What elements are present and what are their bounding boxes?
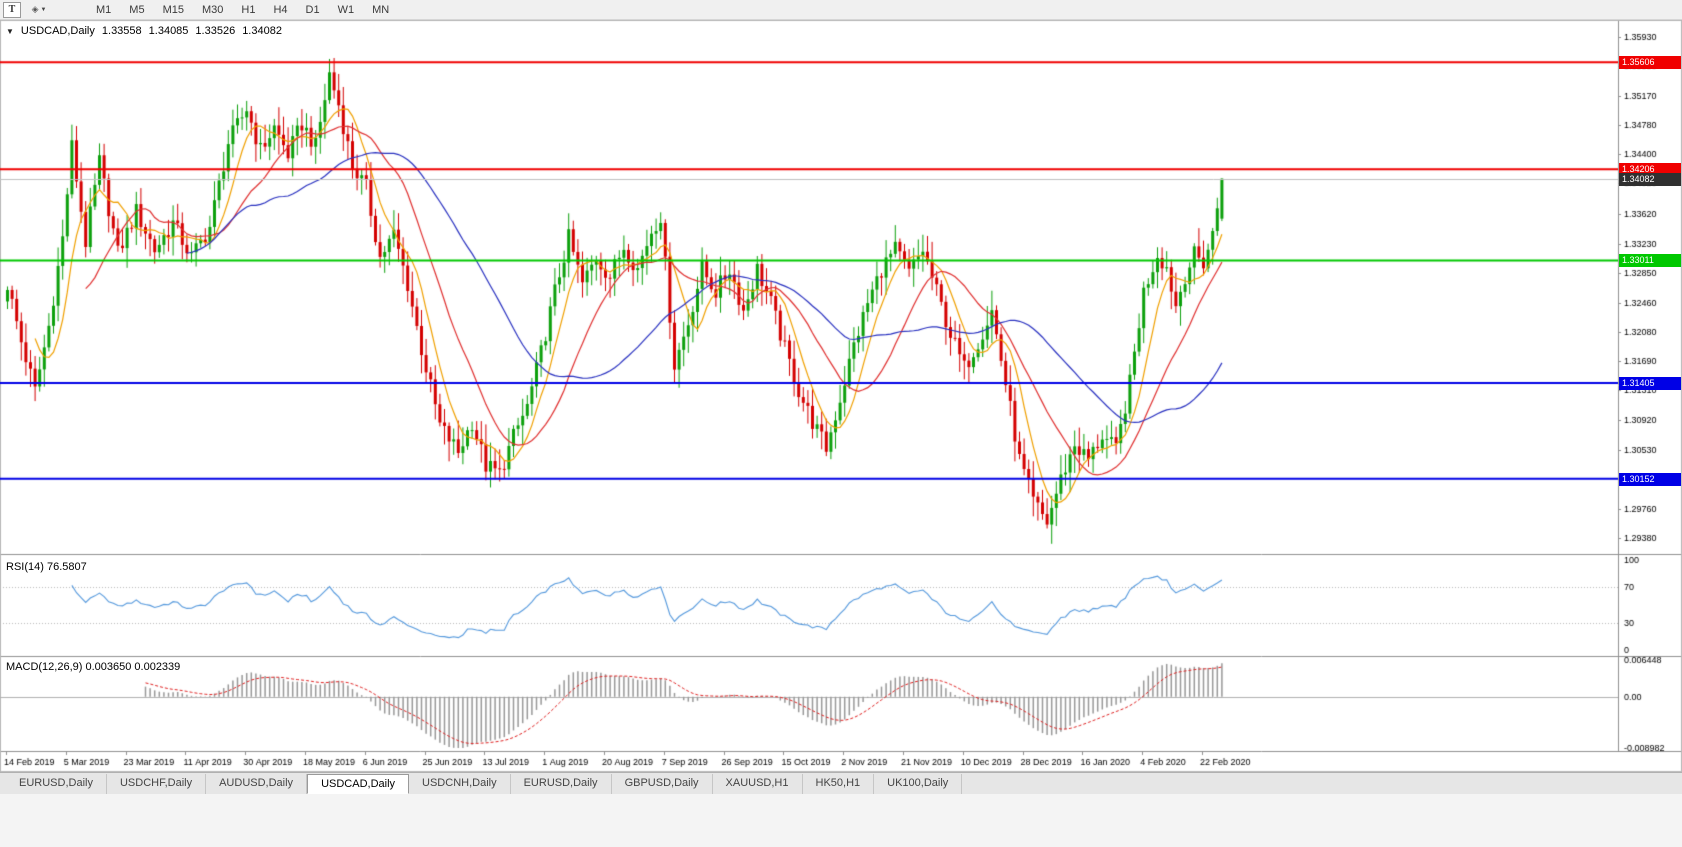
chart-window: ▼ USDCAD,Daily 1.33558 1.34085 1.33526 1… [0, 20, 1682, 772]
text-tool-icon: T [8, 4, 16, 15]
symbol-title: USDCAD,Daily [20, 25, 95, 37]
price-chart-canvas[interactable] [0, 20, 1682, 772]
chart-tab-hk50-h1[interactable]: HK50,H1 [802, 774, 875, 794]
price-level-tag-current-price: 1.34082 [1619, 172, 1681, 186]
drawing-tool-icon: ◈ [31, 4, 39, 14]
chart-tab-gbpusd-daily[interactable]: GBPUSD,Daily [611, 774, 713, 794]
ohlc-high: 1.34085 [148, 25, 189, 37]
timeframe-button-m30[interactable]: M30 [201, 3, 224, 16]
ohlc-low: 1.33526 [195, 25, 236, 37]
timeframe-button-h1[interactable]: H1 [241, 3, 256, 16]
timeframe-button-d1[interactable]: D1 [305, 3, 320, 16]
price-level-tag-131405: 1.31405 [1619, 377, 1681, 391]
chart-tab-eurusd-daily[interactable]: EURUSD,Daily [6, 774, 107, 794]
ohlc-open: 1.33558 [101, 25, 142, 37]
timeframe-button-m5[interactable]: M5 [129, 3, 145, 16]
timeframe-button-h4[interactable]: H4 [273, 3, 288, 16]
top-toolbar: T ◈ ▼ M1 M5 M15 M30 H1 H4 D1 W1 MN [0, 0, 1682, 20]
chart-tab-xauusd-h1[interactable]: XAUUSD,H1 [712, 774, 803, 794]
timeframe-button-m1[interactable]: M1 [96, 3, 112, 16]
caret-down-icon: ▼ [40, 6, 47, 13]
chart-tab-usdchf-daily[interactable]: USDCHF,Daily [106, 774, 207, 794]
collapse-icon[interactable]: ▼ [6, 26, 14, 36]
rsi-indicator-label: RSI(14) 76.5807 [6, 561, 87, 573]
status-bar [0, 794, 1682, 847]
chart-tab-usdcad-daily[interactable]: USDCAD,Daily [307, 774, 410, 794]
ohlc-close: 1.34082 [242, 25, 282, 37]
price-level-tag-130152: 1.30152 [1619, 472, 1681, 486]
drawing-tool-dropdown-button[interactable]: ◈ ▼ [24, 2, 54, 18]
price-level-tag-135606: 1.35606 [1619, 56, 1681, 70]
timeframe-button-mn[interactable]: MN [372, 3, 390, 16]
timeframe-toolbar: M1 M5 M15 M30 H1 H4 D1 W1 MN [87, 2, 398, 18]
chart-tab-eurusd-daily[interactable]: EURUSD,Daily [510, 774, 612, 794]
macd-indicator-label: MACD(12,26,9) 0.003650 0.002339 [6, 661, 181, 673]
chart-symbol-header: ▼ USDCAD,Daily 1.33558 1.34085 1.33526 1… [6, 25, 282, 37]
timeframe-button-m15[interactable]: M15 [162, 3, 184, 16]
price-level-tag-133011: 1.33011 [1619, 254, 1681, 268]
chart-tab-bar: EURUSD,Daily USDCHF,Daily AUDUSD,Daily USDC… [0, 772, 1682, 794]
chart-tab-audusd-daily[interactable]: AUDUSD,Daily [206, 774, 308, 794]
chart-tab-usdcnh-daily[interactable]: USDCNH,Daily [409, 774, 511, 794]
chart-tab-uk100-daily[interactable]: UK100,Daily [874, 774, 963, 794]
timeframe-button-w1[interactable]: W1 [337, 3, 355, 16]
text-tool-button[interactable]: T [3, 1, 21, 18]
